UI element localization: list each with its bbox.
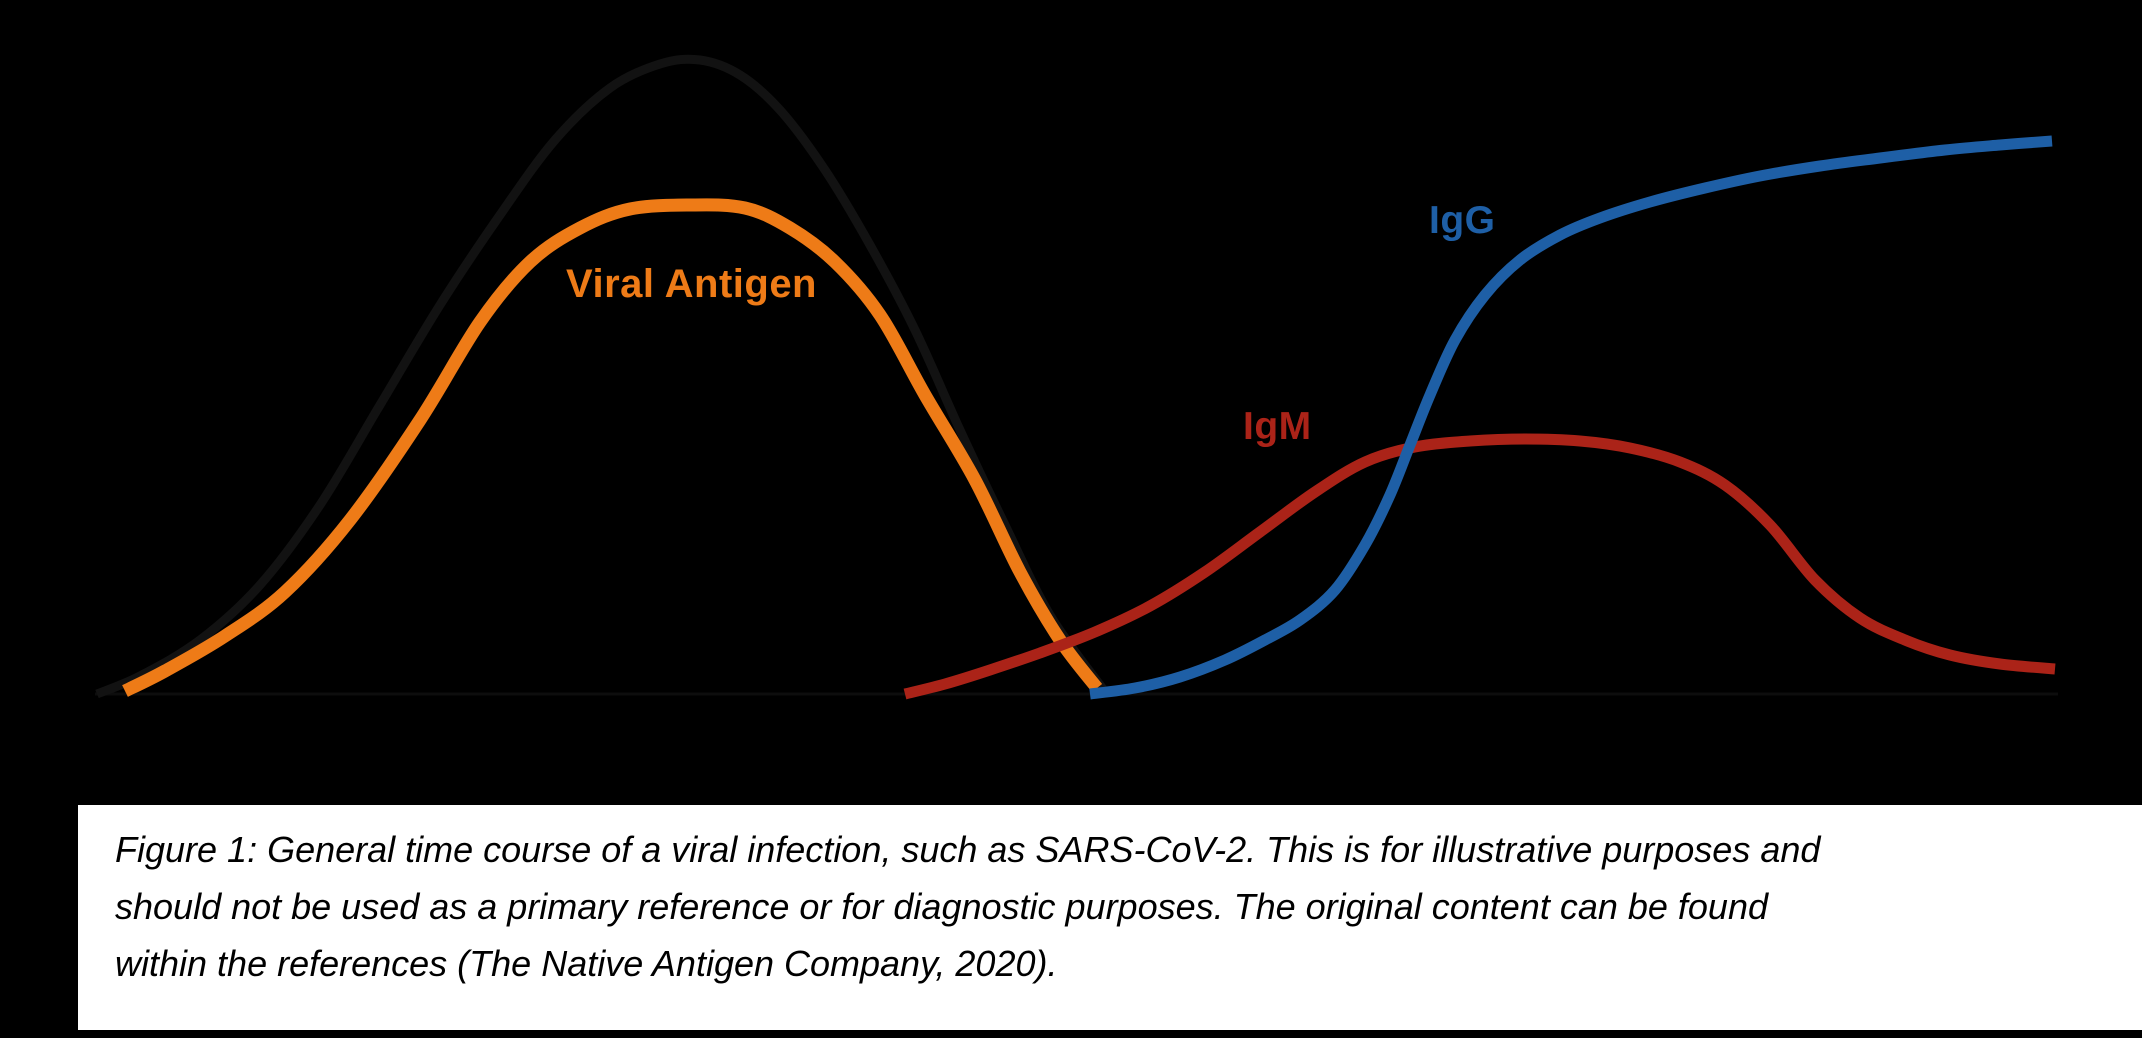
igm-curve-label: IgM [1243,405,1312,448]
curve-igm [903,433,2056,700]
caption-line-1: Figure 1: General time course of a viral… [115,829,1821,870]
curve-viral-antigen [122,198,1103,697]
caption-line-3: within the references (The Native Antige… [115,943,1058,984]
viral-antigen-curve-label: Viral Antigen [566,262,817,306]
curve-igg [1089,135,2053,700]
igg-curve-label: IgG [1429,199,1496,242]
caption-box: Figure 1: General time course of a viral… [78,805,2142,1030]
curve-unlabeled-virus-curve [95,54,1107,699]
infection-time-course-chart [95,54,2058,700]
caption-line-2: should not be used as a primary referenc… [115,886,1768,927]
